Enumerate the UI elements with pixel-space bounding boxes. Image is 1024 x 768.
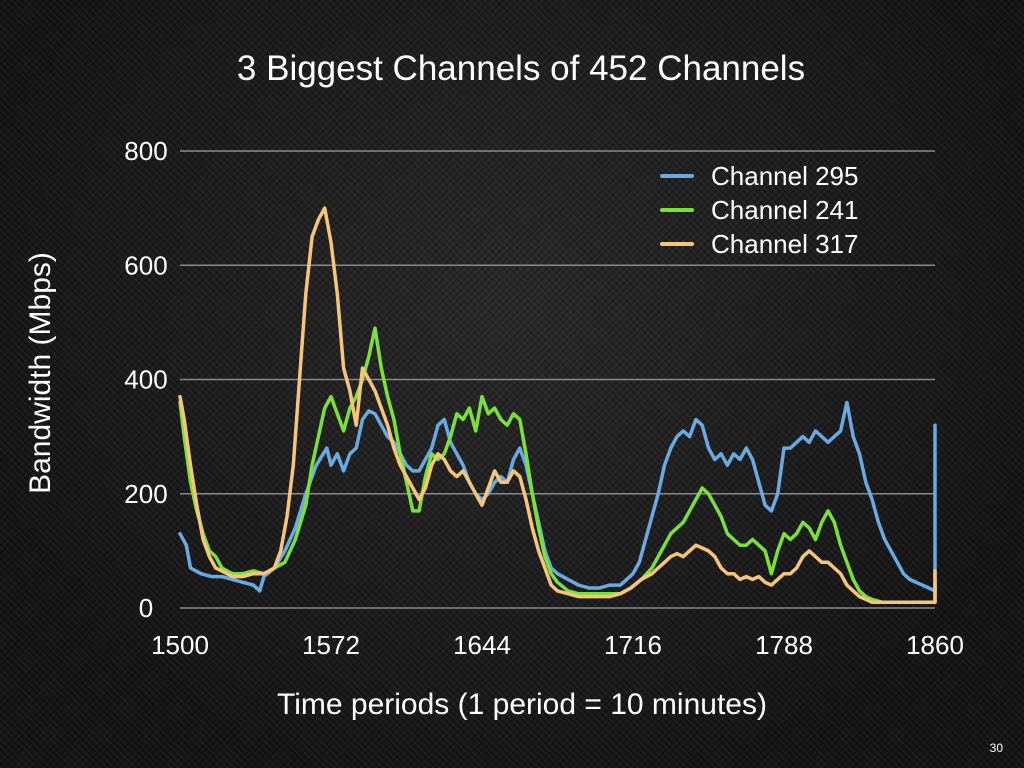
series-lines — [178, 206, 937, 605]
series-line-channel-241 — [178, 326, 937, 605]
legend: Channel 295 Channel 241 Channel 317 — [660, 161, 858, 259]
legend-label: Channel 241 — [711, 195, 858, 225]
series-line-channel-295 — [178, 400, 937, 593]
y-tick-label: 0 — [139, 593, 153, 623]
x-tick-label: 1788 — [755, 630, 813, 660]
x-tick-label: 1572 — [302, 630, 360, 660]
x-axis-ticks: 1500 1572 1644 1716 1788 1860 — [151, 630, 964, 660]
y-tick-label: 200 — [124, 479, 167, 509]
x-tick-label: 1644 — [453, 630, 511, 660]
legend-label: Channel 295 — [711, 161, 858, 191]
x-tick-label: 1860 — [906, 630, 964, 660]
x-axis-title: Time periods (1 period = 10 minutes) — [277, 688, 767, 721]
y-tick-label: 800 — [124, 136, 167, 166]
y-axis-ticks: 0 200 400 600 800 — [124, 136, 167, 623]
page-number: 30 — [990, 741, 1004, 755]
y-tick-label: 400 — [124, 365, 167, 395]
y-axis-title: Bandwidth (Mbps) — [24, 252, 57, 494]
series-line-channel-317 — [178, 206, 937, 605]
x-tick-label: 1716 — [604, 630, 662, 660]
legend-label: Channel 317 — [711, 229, 858, 259]
y-tick-label: 600 — [124, 250, 167, 280]
chart-title: 3 Biggest Channels of 452 Channels — [237, 49, 805, 88]
x-tick-label: 1500 — [151, 630, 209, 660]
